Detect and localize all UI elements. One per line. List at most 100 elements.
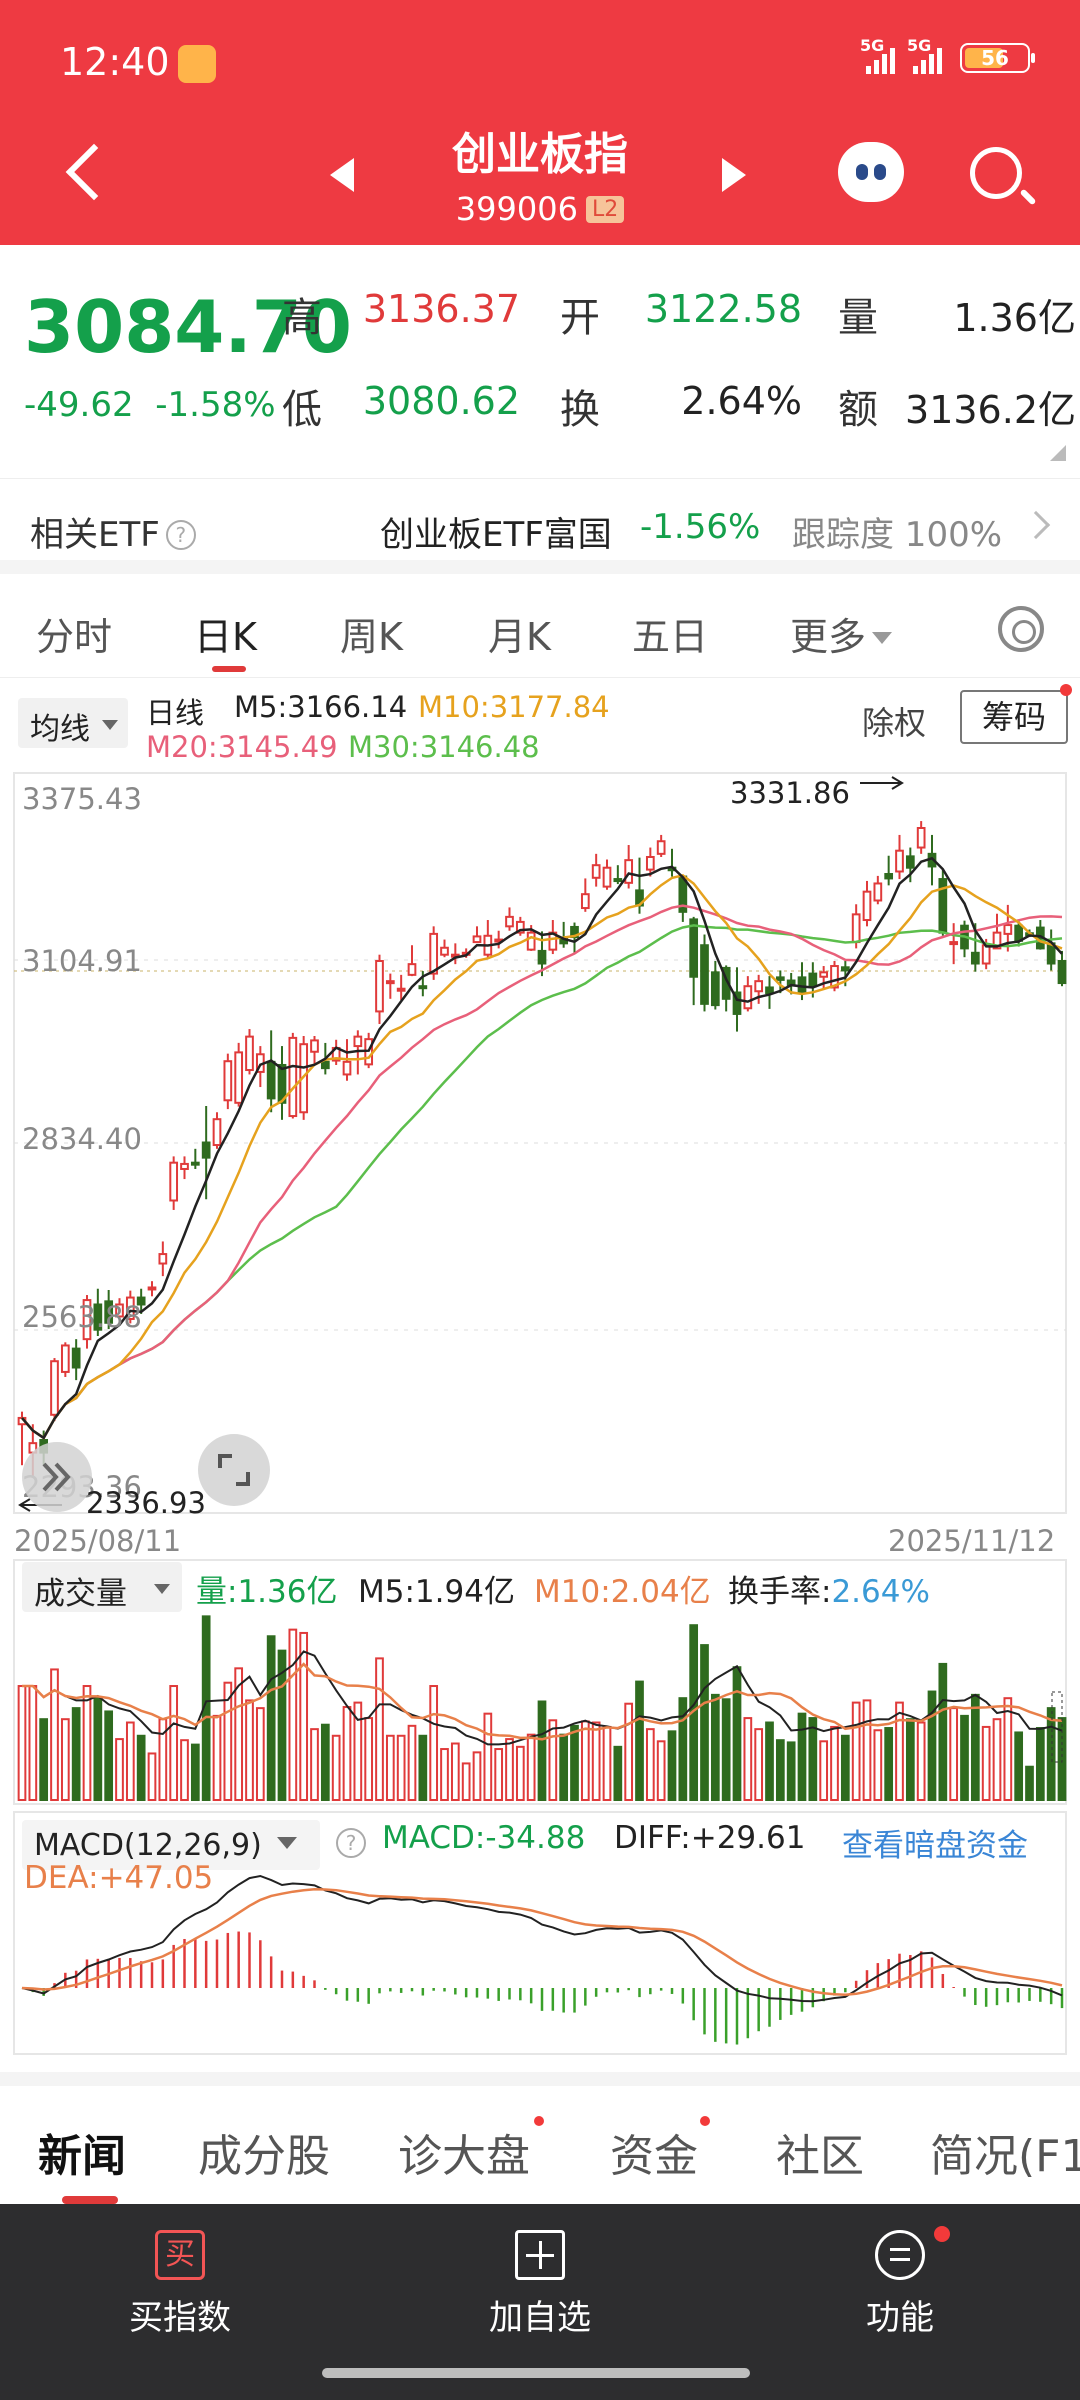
help-icon[interactable]: ? <box>336 1828 366 1858</box>
tab-news[interactable]: 新闻 <box>38 2131 126 2182</box>
volume-bar <box>559 1733 569 1802</box>
candle-body <box>180 1162 189 1170</box>
level2-badge: L2 <box>585 196 625 223</box>
settings-gear-icon[interactable] <box>998 606 1044 652</box>
tab-constituents[interactable]: 成分股 <box>198 2131 330 2182</box>
etf-name: 创业板ETF富国 <box>380 515 612 555</box>
help-icon[interactable]: ? <box>165 520 196 550</box>
candle <box>775 970 785 994</box>
min-arrow-head <box>18 1498 31 1512</box>
candle <box>93 1288 103 1337</box>
candle <box>580 878 590 912</box>
add-watchlist-button[interactable]: 加自选 <box>430 2230 650 2339</box>
robot-assistant-icon[interactable] <box>838 142 904 202</box>
candle-body <box>732 991 742 1015</box>
related-etf-label: 相关ETF? <box>30 507 196 556</box>
candle-body <box>624 859 634 884</box>
candle <box>385 973 395 999</box>
candle <box>483 920 493 958</box>
ex-rights-button[interactable]: 除权 <box>862 704 927 742</box>
volume-frame <box>13 1559 1067 1805</box>
tab-weekly-k[interactable]: 周K <box>340 615 403 659</box>
related-etf-row[interactable]: 相关ETF? 创业板ETF富国 -1.56% 跟踪度 100% <box>0 478 1080 574</box>
volume-bar <box>255 1707 265 1802</box>
content-tabs: 新闻 成分股 诊大盘 资金 社区 简况(F1 <box>0 2072 1080 2204</box>
tab-funds[interactable]: 资金 <box>610 2131 698 2182</box>
price-change: -49.62 -1.58% <box>24 385 276 425</box>
search-icon[interactable] <box>970 147 1022 199</box>
volume-bar <box>418 1734 428 1801</box>
tab-daily-k[interactable]: 日K <box>194 615 257 659</box>
macd-indicator-select[interactable]: MACD(12,26,9) <box>22 1820 320 1870</box>
page-title: 创业板指 <box>452 129 628 180</box>
chip-distribution-button[interactable]: 筹码 <box>960 690 1068 744</box>
candle <box>310 1035 319 1065</box>
expand-corner-icon[interactable] <box>1050 445 1066 461</box>
volume-bar <box>786 1741 796 1801</box>
volume-indicator-select[interactable]: 成交量 <box>22 1562 182 1612</box>
tab-profile[interactable]: 简况(F1 <box>930 2131 1080 2182</box>
bottom-action-bar: 买 买指数 加自选 功能 <box>0 2204 1080 2400</box>
functions-button[interactable]: 功能 <box>790 2230 1010 2339</box>
buy-index-label: 买指数 <box>129 2298 231 2338</box>
fullscreen-icon[interactable] <box>198 1434 270 1506</box>
buy-index-button[interactable]: 买 买指数 <box>70 2230 290 2339</box>
collapse-double-chevron-icon[interactable] <box>22 1442 92 1512</box>
tab-five-day[interactable]: 五日 <box>632 615 709 659</box>
volume-bar <box>862 1699 872 1801</box>
volume-bar <box>147 1752 157 1801</box>
candle <box>873 875 883 905</box>
volume-bar <box>570 1724 579 1802</box>
candle-body <box>840 966 850 972</box>
previous-index-button[interactable] <box>330 158 354 192</box>
candle-body <box>71 1347 81 1369</box>
candle <box>591 853 601 887</box>
candle <box>234 1042 244 1107</box>
candle <box>884 855 894 886</box>
dark-pool-funds-link[interactable]: 查看暗盘资金 <box>842 1828 1028 1864</box>
max-price-label: 3331.86 <box>730 776 850 810</box>
candle <box>396 974 406 1001</box>
tab-intraday[interactable]: 分时 <box>36 615 113 659</box>
volume-bar <box>515 1745 525 1801</box>
candle <box>992 913 1002 950</box>
candle <box>375 954 384 1025</box>
volume-bar <box>331 1734 341 1801</box>
volume-bar <box>710 1693 720 1801</box>
volume-bar <box>288 1628 298 1802</box>
indicator-select[interactable]: 均线 <box>18 698 128 748</box>
high-label: 高 <box>282 295 322 341</box>
candle <box>754 974 764 1004</box>
candle-body <box>981 944 991 965</box>
candle <box>180 1156 189 1180</box>
volume-bar <box>905 1718 915 1802</box>
tab-market-diagnosis[interactable]: 诊大盘 <box>398 2131 530 2182</box>
volume-bar <box>927 1690 937 1801</box>
diff-value: DIFF:+29.61 <box>614 1820 806 1856</box>
candle-body <box>320 1060 330 1070</box>
volume-bar <box>624 1702 634 1802</box>
volume-bar <box>548 1719 558 1801</box>
volume-bar <box>505 1738 514 1802</box>
volume-bar <box>960 1714 969 1801</box>
tab-community[interactable]: 社区 <box>776 2131 864 2182</box>
tab-monthly-k[interactable]: 月K <box>488 615 551 659</box>
volume-bar <box>115 1738 124 1802</box>
next-index-button[interactable] <box>722 158 746 192</box>
candle <box>624 845 634 889</box>
notification-dot <box>534 2116 544 2126</box>
volume-bar <box>450 1742 460 1802</box>
volume-bar <box>591 1721 601 1801</box>
candle-body <box>472 935 482 944</box>
volume-bar <box>104 1710 114 1801</box>
home-indicator[interactable] <box>322 2368 750 2378</box>
tab-more[interactable]: 更多 <box>790 606 893 661</box>
last-price: 3084.70 <box>24 285 352 369</box>
ma10-line <box>21 873 1063 1440</box>
volume-bar <box>342 1706 352 1801</box>
kline-frame <box>13 772 1067 1514</box>
candle <box>949 923 959 965</box>
volume-bar <box>949 1707 959 1802</box>
candle-body <box>537 949 547 965</box>
